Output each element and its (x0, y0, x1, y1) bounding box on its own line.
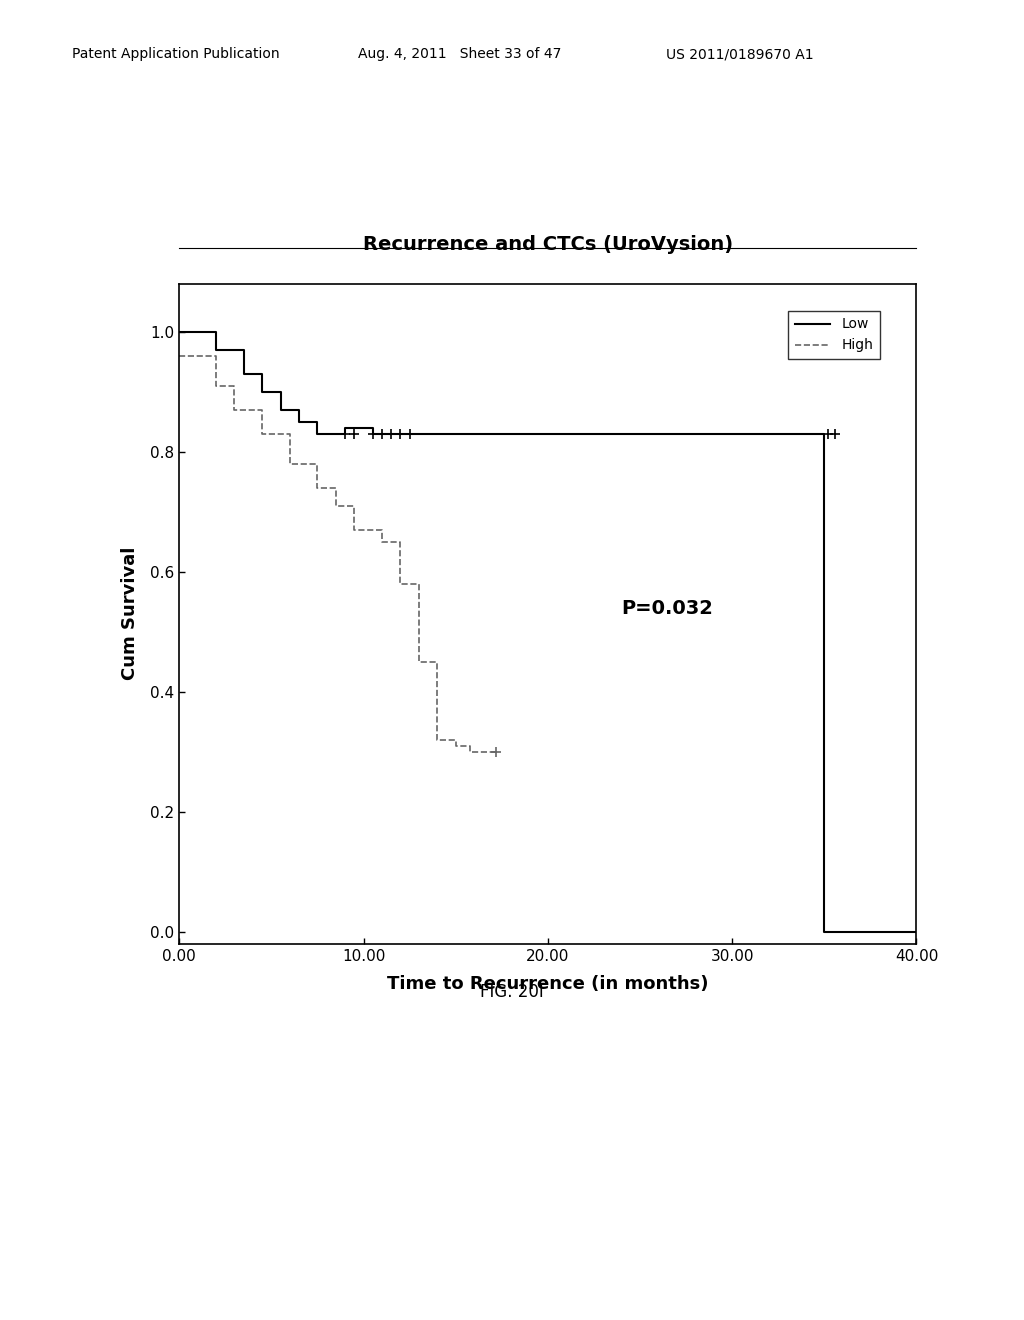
Text: Recurrence and CTCs (UroVysion): Recurrence and CTCs (UroVysion) (362, 235, 733, 255)
Point (346, 424, 362, 445)
Point (488, 742, 505, 763)
Text: FIG. 20I: FIG. 20I (480, 982, 544, 1001)
Point (374, 424, 390, 445)
Point (383, 424, 399, 445)
Point (827, 424, 844, 445)
Text: Aug. 4, 2011   Sheet 33 of 47: Aug. 4, 2011 Sheet 33 of 47 (358, 48, 562, 61)
X-axis label: Time to Recurrence (in months): Time to Recurrence (in months) (387, 974, 709, 993)
Text: US 2011/0189670 A1: US 2011/0189670 A1 (666, 48, 813, 61)
Legend: Low, High: Low, High (788, 310, 880, 359)
Y-axis label: Cum Survival: Cum Survival (121, 546, 139, 681)
Point (820, 424, 837, 445)
Point (401, 424, 418, 445)
Point (337, 424, 353, 445)
Point (392, 424, 409, 445)
Text: Patent Application Publication: Patent Application Publication (72, 48, 280, 61)
Point (365, 424, 381, 445)
Text: P=0.032: P=0.032 (622, 599, 714, 618)
